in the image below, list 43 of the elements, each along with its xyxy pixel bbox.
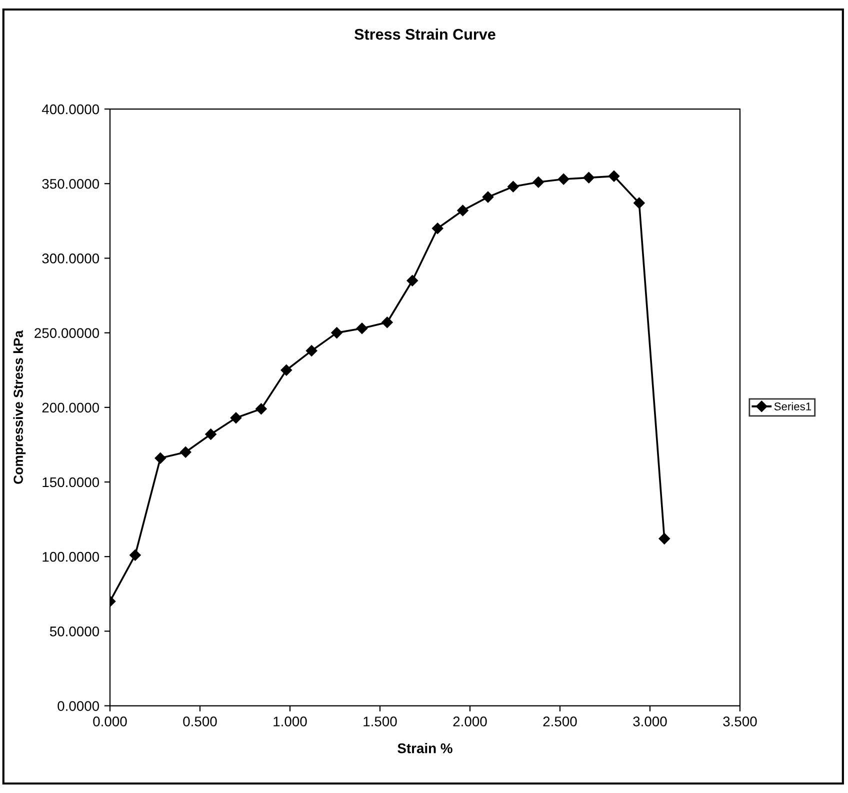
x-axis-title: Strain % <box>398 743 452 754</box>
point <box>482 191 494 203</box>
legend-label: Series1 <box>774 402 811 410</box>
point <box>130 549 141 561</box>
x-tick-label: 3.500 <box>723 716 757 726</box>
point <box>406 274 418 286</box>
point <box>356 322 368 334</box>
y-tick-label: 150.0000 <box>42 477 100 488</box>
y-tick-label: 200.0000 <box>42 402 100 413</box>
y-axis-title: Compressive Stress kPa <box>13 330 26 484</box>
point <box>432 222 444 234</box>
point <box>205 428 216 440</box>
y-tick-label: 300.0000 <box>42 254 100 264</box>
y-tick-label: 0.0000 <box>58 701 100 711</box>
x-tick-label: 3.000 <box>633 716 667 726</box>
x-tick-label: 2.500 <box>543 716 577 726</box>
point <box>306 345 318 356</box>
x-tick-label: 0.000 <box>93 716 127 726</box>
x-tick-label: 0.500 <box>183 716 217 726</box>
point <box>634 197 645 209</box>
chart-title: Stress Strain Curve <box>354 28 496 40</box>
point <box>230 412 242 424</box>
x-tick-label: 1.000 <box>274 716 307 726</box>
point <box>256 403 267 414</box>
x-tick-label: 2.000 <box>453 716 487 726</box>
y-tick-label: 250.00000 <box>34 328 100 338</box>
y-tick-label: 400.0000 <box>42 104 100 114</box>
x-tick-label: 1.500 <box>364 716 397 726</box>
y-tick-label: 350.0000 <box>42 178 100 189</box>
point <box>457 204 468 216</box>
point <box>658 533 670 544</box>
point <box>180 446 192 458</box>
point <box>583 172 594 184</box>
y-tick-label: 100.0000 <box>42 552 100 562</box>
point <box>608 170 620 182</box>
point <box>532 176 544 188</box>
point <box>382 316 393 328</box>
point <box>331 327 342 338</box>
point <box>154 452 166 464</box>
point <box>558 174 570 185</box>
y-tick-label: 50.0000 <box>50 626 100 636</box>
point <box>508 181 519 192</box>
point <box>280 364 292 376</box>
